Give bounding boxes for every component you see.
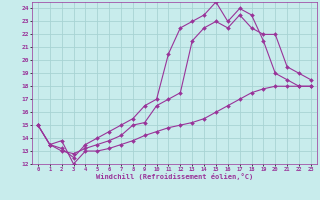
- X-axis label: Windchill (Refroidissement éolien,°C): Windchill (Refroidissement éolien,°C): [96, 173, 253, 180]
